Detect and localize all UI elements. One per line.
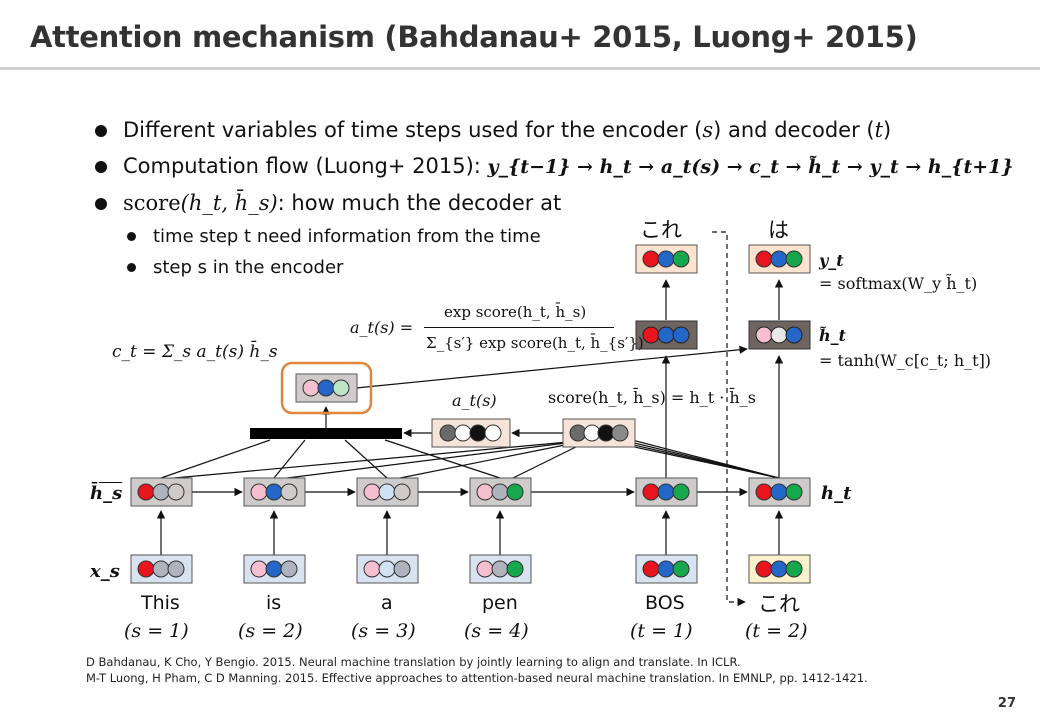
decoder-state-2 [748, 477, 811, 507]
weighted-sum-bar [250, 428, 402, 439]
computation-flow-formula: y_{t−1} → h_t → a_t(s) → c_t → h̃_t → y_… [487, 156, 1014, 178]
attention-formula-denominator: Σ_{s′} exp score(h_t, h̄_{s′}) [426, 334, 644, 352]
reference-luong: M-T Luong, H Pham, C D Manning. 2015. Ef… [86, 671, 868, 685]
source-word-is: is [266, 592, 282, 614]
target-step-2: (t = 2) [745, 620, 808, 642]
attention-formula-fraction-line [424, 327, 614, 328]
reference-bahdanau: D Bahdanau, K Cho, Y Bengio. 2015. Neura… [86, 655, 741, 669]
hidden-states [130, 477, 811, 507]
slide-title: Attention mechanism (Bahdanau+ 2015, Luo… [30, 20, 918, 54]
input-vector-kore [748, 554, 811, 584]
source-step-4: (s = 4) [464, 620, 529, 642]
target-input-kore: これ [758, 592, 800, 616]
score-vector [562, 418, 636, 448]
output-vector-2 [748, 244, 811, 274]
input-vector-pen [469, 554, 532, 584]
source-step-1: (s = 1) [124, 620, 189, 642]
attention-weights-label: a_t(s) [452, 391, 497, 410]
source-word-this: This [141, 592, 180, 614]
context-vector [280, 361, 373, 415]
output-word-kore: これ [640, 218, 682, 242]
output-word-wa: は [768, 218, 789, 242]
attentional-state-2 [748, 320, 811, 350]
attentional-state-1 [635, 320, 698, 350]
title-divider [0, 67, 1040, 70]
xs-row-label: x_s [90, 561, 120, 582]
attention-weights-vector [431, 418, 511, 448]
input-vector-a [356, 554, 419, 584]
sub-bullet-1: time step t need information from the ti… [95, 221, 1014, 252]
page-number: 27 [997, 696, 1016, 711]
sub-bullet-2: step s in the encoder [95, 252, 1014, 283]
attention-formula-numerator: exp score(h_t, h̄_s) [444, 303, 587, 321]
context-vector-formula: c_t = Σ_s a_t(s) h̄_s [112, 342, 278, 362]
attention-formula-lhs: a_t(s) = [350, 318, 414, 337]
encoder-state-4 [469, 477, 532, 507]
decoder-state-1 [635, 477, 698, 507]
source-word-a: a [381, 592, 393, 614]
output-vector-1 [635, 244, 698, 274]
ht-tilde-label: h̃_t [819, 326, 847, 345]
encoder-state-1 [130, 477, 193, 507]
source-word-pen: pen [482, 592, 518, 614]
bullet-computation-flow: Computation flow (Luong+ 2015): y_{t−1} … [95, 148, 1014, 185]
input-vector-this [130, 554, 193, 584]
target-input-bos: BOS [645, 592, 685, 614]
target-step-1: (t = 1) [630, 620, 693, 642]
connection-lines [156, 231, 784, 607]
hs-bar-row-label: h̄_s [90, 483, 123, 504]
source-step-3: (s = 3) [351, 620, 416, 642]
input-vector-is [243, 554, 306, 584]
encoder-state-3 [356, 477, 419, 507]
bullet-score: score(h_t, h̄_s): how much the decoder a… [95, 185, 1014, 221]
attentional-hidden-states [635, 320, 811, 350]
source-step-2: (s = 2) [238, 620, 303, 642]
input-vector-bos [635, 554, 698, 584]
output-vectors [635, 244, 811, 274]
ht-row-label: h_t [821, 483, 852, 504]
bullet-time-steps: Different variables of time steps used f… [95, 112, 1014, 148]
encoder-state-2 [243, 477, 306, 507]
bullet-list: Different variables of time steps used f… [95, 112, 1014, 283]
source-input-vectors [130, 554, 811, 584]
ht-tilde-formula: = tanh(W_c[c_t; h_t]) [819, 351, 992, 370]
yt-label: y_t [819, 251, 844, 270]
score-formula: score(h_t, h̄_s) = h_t · h̄_s [548, 388, 756, 407]
yt-formula: = softmax(W_y h̃_t) [819, 274, 978, 293]
